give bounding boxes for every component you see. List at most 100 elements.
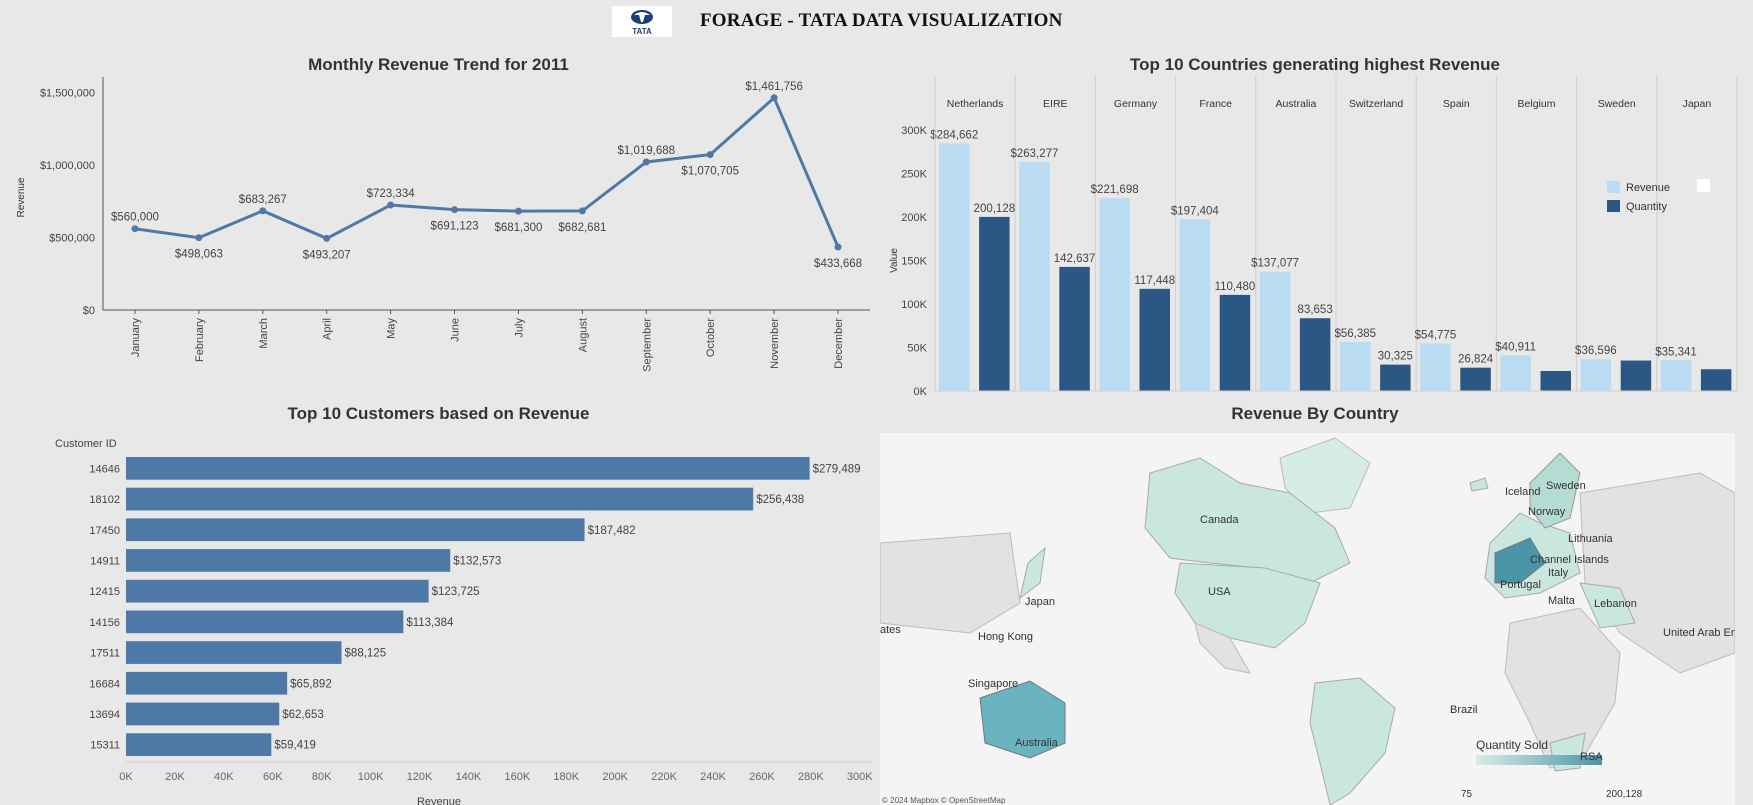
- customer-id-label: 18102: [89, 494, 120, 506]
- japan-shape: [1019, 546, 1046, 600]
- map-country-label: RSA: [1580, 751, 1603, 763]
- y-tick-label: 200K: [901, 212, 927, 224]
- x-tick-label: 260K: [749, 771, 775, 783]
- country-header: Sweden: [1598, 98, 1636, 110]
- map-country-label: Australia: [1015, 737, 1059, 749]
- x-tick-label: August: [577, 318, 589, 352]
- x-tick-label: March: [258, 318, 270, 349]
- map-country-label: Lebanon: [1594, 598, 1637, 610]
- revenue-label: $284,662: [930, 129, 978, 141]
- revenue-bar: [1019, 161, 1050, 391]
- country-header: EIRE: [1043, 98, 1068, 110]
- x-tick-label: 300K: [847, 771, 873, 783]
- revenue-bar: [1420, 343, 1451, 391]
- x-tick-label: 120K: [407, 771, 433, 783]
- middle-east-shape: [1579, 582, 1636, 629]
- country-header: Switzerland: [1349, 98, 1403, 110]
- y-tick-label: $1,500,000: [40, 87, 95, 99]
- tata-logo: TATA: [612, 6, 672, 37]
- revenue-label: $35,341: [1655, 346, 1697, 358]
- revenue-map[interactable]: Canada USA Brazil Australia Japan Hong Kong Si…: [880, 433, 1735, 805]
- x-tick-label: 180K: [553, 771, 579, 783]
- map-country-label: Malta: [1548, 595, 1576, 607]
- map-country-label: USA: [1208, 586, 1231, 598]
- customer-value-label: $256,438: [756, 494, 804, 506]
- x-tick-label: October: [705, 318, 717, 357]
- customer-bar: [126, 671, 288, 695]
- customer-value-label: $123,725: [432, 586, 480, 598]
- x-tick-label: 200K: [602, 771, 628, 783]
- customer-value-label: $113,384: [406, 617, 454, 629]
- data-point: [578, 207, 586, 215]
- y-tick-label: 250K: [901, 169, 927, 181]
- quantity-bar: [1299, 318, 1331, 391]
- y-axis-title: Value: [889, 248, 900, 273]
- revenue-label: $36,596: [1575, 345, 1617, 357]
- map-legend-min: 75: [1461, 789, 1473, 800]
- quantity-bar: [1219, 294, 1251, 391]
- data-point: [514, 207, 522, 215]
- y-tick-label: 50K: [907, 343, 927, 355]
- top-countries-title: Top 10 Countries generating highest Reve…: [1130, 55, 1500, 74]
- customer-bar: [126, 641, 342, 664]
- x-tick-label: November: [769, 318, 781, 369]
- revenue-label: $56,385: [1334, 328, 1376, 340]
- map-country-label: Brazil: [1450, 704, 1478, 716]
- map-credit: © 2024 Mapbox © OpenStreetMap: [882, 796, 1006, 805]
- x-tick-label: 80K: [312, 771, 332, 783]
- country-header: Belgium: [1518, 98, 1556, 110]
- customer-id-label: 14156: [89, 617, 120, 629]
- australia-shape: [979, 680, 1066, 759]
- x-tick-label: 220K: [651, 771, 677, 783]
- map-legend-title: Quantity Sold: [1476, 738, 1548, 752]
- revenue-label: $40,911: [1495, 341, 1536, 353]
- x-tick-label: September: [641, 318, 653, 372]
- usa-shape: [1174, 562, 1321, 649]
- revenue-bar: [939, 143, 970, 391]
- quantity-bar: [1059, 266, 1090, 391]
- map-country-label: Lithuania: [1568, 533, 1614, 545]
- western-europe-shape: [1494, 537, 1546, 584]
- data-point: [131, 225, 139, 233]
- map-country-label: Hong Kong: [978, 631, 1033, 643]
- data-label: $1,461,756: [745, 81, 803, 93]
- y-tick-label: 150K: [901, 256, 927, 268]
- quantity-label: 142,637: [1054, 253, 1096, 265]
- y-tick-label: $0: [83, 305, 95, 317]
- customer-value-label: $279,489: [813, 463, 861, 475]
- quantity-label: 117,448: [1134, 275, 1175, 287]
- country-header: Japan: [1683, 98, 1712, 110]
- legend-label: Revenue: [1626, 182, 1670, 194]
- revenue-bar: [1500, 355, 1531, 391]
- map-country-label: Iceland: [1505, 486, 1540, 498]
- customer-id-label: 12415: [89, 586, 120, 598]
- y-tick-label: $500,000: [49, 232, 95, 244]
- x-tick-label: January: [130, 318, 142, 358]
- quantity-bar: [1139, 288, 1170, 391]
- monthly-revenue-title: Monthly Revenue Trend for 2011: [308, 55, 569, 74]
- y-tick-label: 0K: [914, 386, 928, 398]
- quantity-label: 83,653: [1298, 304, 1333, 316]
- revenue-bar: [1340, 341, 1371, 391]
- customer-id-label: 16684: [89, 678, 120, 690]
- legend-swatch: [1607, 181, 1620, 193]
- y-axis-title: Customer ID: [55, 438, 117, 450]
- quantity-label: 200,128: [974, 203, 1016, 215]
- customer-bar: [126, 518, 585, 542]
- data-label: $498,063: [175, 249, 223, 261]
- x-tick-label: December: [833, 318, 845, 369]
- legend-swatch: [1607, 200, 1620, 212]
- revenue-label: $137,077: [1251, 258, 1299, 270]
- map-country-label: Sweden: [1546, 480, 1586, 492]
- map-country-label: Italy: [1548, 567, 1569, 579]
- customer-value-label: $62,653: [282, 709, 324, 721]
- data-point: [834, 243, 842, 251]
- east-asia-shape: [880, 532, 1021, 634]
- revenue-bar: [1580, 359, 1612, 391]
- country-header: Netherlands: [947, 98, 1004, 110]
- data-label: $560,000: [111, 212, 159, 224]
- south-america-shape: [1309, 677, 1396, 805]
- quantity-bar: [1380, 364, 1411, 391]
- data-label: $683,267: [239, 194, 287, 206]
- data-label: $681,300: [494, 222, 542, 234]
